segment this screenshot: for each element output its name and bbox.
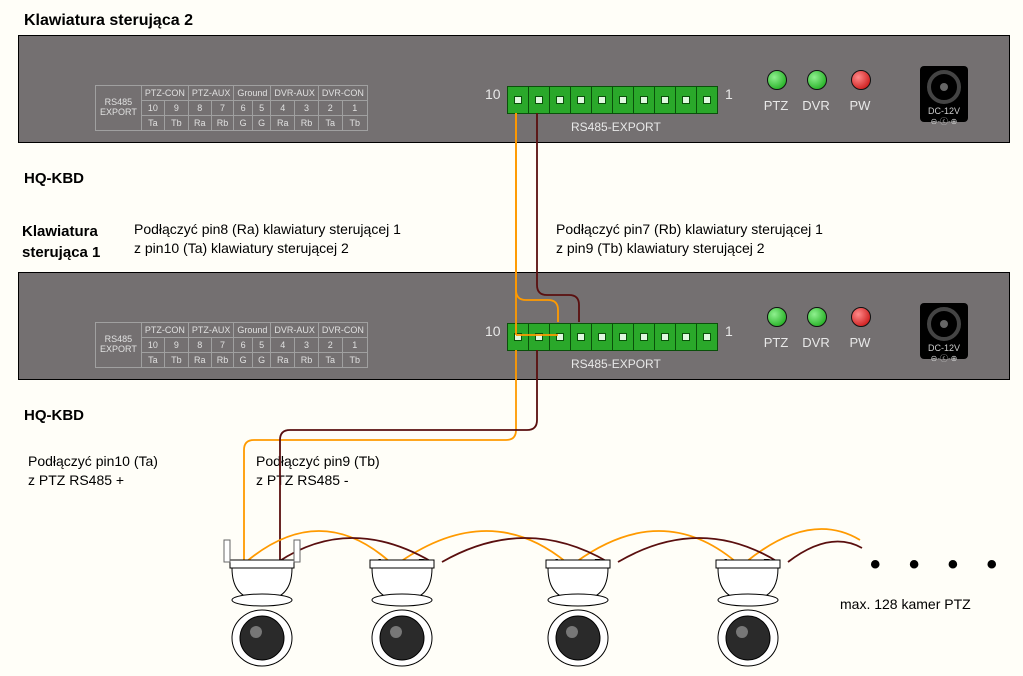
camera-icon-3 — [546, 560, 610, 666]
pw-led-label: PW — [843, 98, 877, 113]
dc-jack-2: DC-12V ⊖-ⓒ-⊕ — [920, 303, 968, 359]
cam1-a: A — [375, 556, 384, 571]
ptz-led-icon — [767, 307, 787, 327]
instruction-bot-left: Podłączyć pin10 (Ta) z PTZ RS485 + — [28, 452, 158, 490]
ellipsis: • • • • — [870, 548, 1007, 582]
instruction-mid-right: Podłączyć pin7 (Rb) klawiatury sterujące… — [556, 220, 823, 258]
dvr-led-icon — [807, 70, 827, 90]
model-label-kb2: HQ-KBD — [24, 170, 84, 187]
kb1-title-l1: Klawiatura — [22, 223, 98, 240]
camera-icon-1 — [224, 540, 300, 666]
ptz-led-icon — [767, 70, 787, 90]
pw-led-icon — [851, 70, 871, 90]
rs485-pinout-table: RS485 EXPORT PTZ-CON PTZ-AUX Ground DVR-… — [95, 85, 368, 131]
camera-icon-4 — [716, 560, 780, 666]
terminal-block-kb1 — [507, 323, 718, 351]
terminal-block-kb2 — [507, 86, 718, 114]
pw-led-icon — [851, 307, 871, 327]
kb1-title-l2: sterująca 1 — [22, 244, 100, 261]
dc-jack: DC-12V ⊖-ⓒ-⊕ — [920, 66, 968, 122]
model-label-kb1: HQ-KBD — [24, 407, 84, 424]
cam3-b: B — [763, 556, 772, 571]
rs485-export-label: RS485 EXPORT — [100, 97, 137, 117]
keyboard1-panel: RS485 EXPORT PTZ-CON PTZ-AUX Ground DVR-… — [18, 272, 1010, 380]
dvr-led-label: DVR — [799, 98, 833, 113]
cam2-a: A — [552, 556, 561, 571]
camera-icon-2 — [370, 560, 434, 666]
cam3-a: A — [721, 556, 730, 571]
rs485-pinout-table-2: RS485 EXPORT PTZ-CON PTZ-AUX Ground DVR-… — [95, 322, 368, 368]
kb2-title: Klawiatura sterująca 2 — [24, 12, 193, 30]
cam1-b: B — [418, 556, 427, 571]
terminal-right-num: 1 — [725, 86, 733, 102]
dc-voltage-label: DC-12V — [920, 106, 968, 116]
instruction-mid-left: Podłączyć pin8 (Ra) klawiatury sterujące… — [134, 220, 401, 258]
keyboard2-panel: RS485 EXPORT PTZ-CON PTZ-AUX Ground DVR-… — [18, 35, 1010, 143]
cam2-b: B — [594, 556, 603, 571]
ptz-led-label: PTZ — [759, 98, 793, 113]
terminal-left-num: 10 — [485, 86, 501, 102]
max-label: max. 128 kamer PTZ — [840, 596, 971, 612]
terminal-block-label: RS485-EXPORT — [571, 120, 661, 134]
instruction-bot-right: Podłączyć pin9 (Tb) z PTZ RS485 - — [256, 452, 380, 490]
dvr-led-icon — [807, 307, 827, 327]
dc-polarity-label: ⊖-ⓒ-⊕ — [920, 116, 968, 127]
